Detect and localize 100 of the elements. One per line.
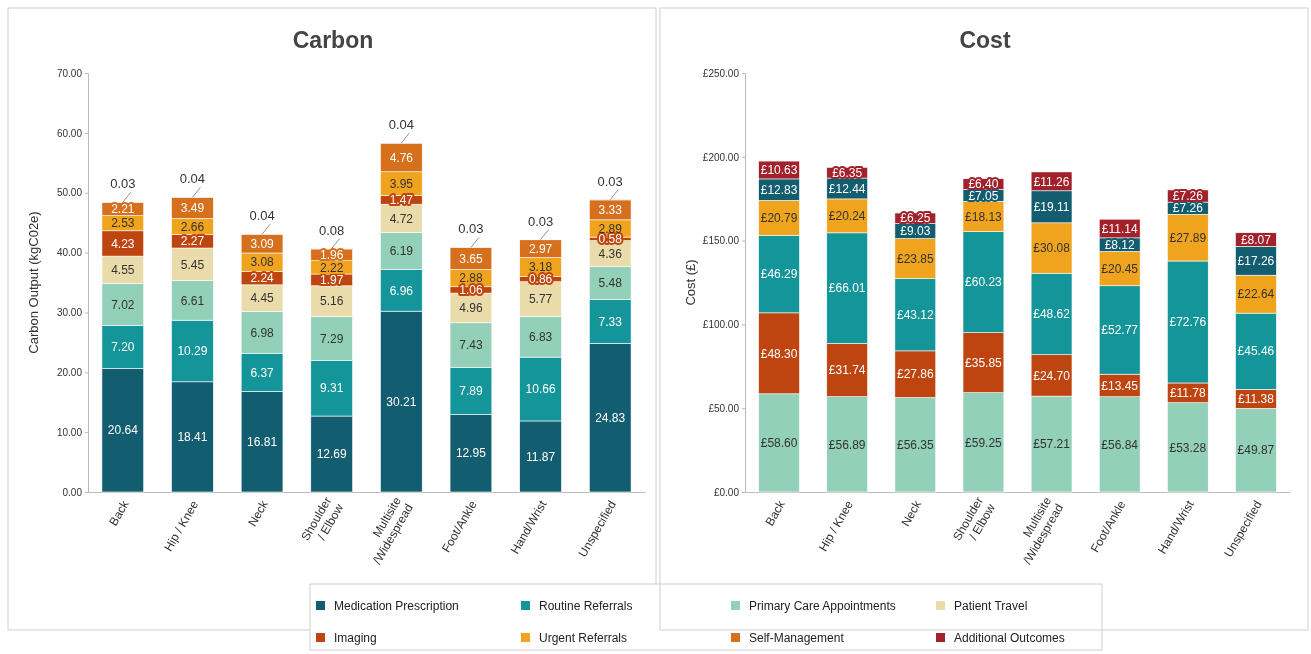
y-tick-label: 20.00 <box>56 366 83 378</box>
data-label: 7.43 <box>459 338 483 353</box>
data-label: 0.04 <box>179 171 206 187</box>
data-label: 30.21 <box>386 394 417 409</box>
data-label: £13.45 <box>1101 378 1139 393</box>
y-axis-title: Carbon Output (kgC02e) <box>26 211 41 354</box>
data-label: £56.84 <box>1101 437 1139 452</box>
data-label: 1.47 <box>389 193 414 208</box>
y-axis-title: Cost (£) <box>683 259 698 306</box>
data-label: 4.36 <box>598 246 623 261</box>
data-label: £20.24 <box>828 209 866 224</box>
data-label: £19.11 <box>1033 200 1070 214</box>
data-label: £59.25 <box>965 435 1003 450</box>
data-label: 3.09 <box>250 236 275 251</box>
y-tick-label: 40.00 <box>56 247 83 259</box>
y-tick-label: £150.00 <box>702 235 740 247</box>
data-label: 6.19 <box>389 244 414 259</box>
data-label: £7.26 <box>1172 201 1204 216</box>
data-label: 4.55 <box>111 262 135 277</box>
legend-label: Imaging <box>334 631 377 646</box>
data-label: 2.53 <box>111 216 135 231</box>
data-label: £30.08 <box>1033 241 1071 256</box>
y-tick-label: 70.00 <box>56 67 83 79</box>
data-label: £11.14 <box>1101 221 1138 236</box>
data-label: 2.66 <box>180 219 205 234</box>
legend-label: Routine Referrals <box>539 599 633 614</box>
data-label: £52.77 <box>1101 323 1139 338</box>
data-label: £6.35 <box>832 165 863 180</box>
y-tick-label: 50.00 <box>56 187 83 199</box>
data-label: £43.12 <box>896 307 934 322</box>
data-label: £24.70 <box>1033 368 1071 383</box>
legend-label: Urgent Referrals <box>539 631 628 646</box>
data-label: 6.61 <box>180 293 205 308</box>
data-label: 7.89 <box>459 384 483 399</box>
y-tick-label: 0.00 <box>62 486 83 498</box>
data-label: 20.64 <box>107 423 139 438</box>
data-label: £12.44 <box>828 181 866 196</box>
data-label: 16.81 <box>247 434 278 449</box>
data-label: £35.85 <box>965 355 1003 370</box>
legend-label: Self-Management <box>749 631 845 646</box>
data-label: £58.60 <box>760 436 798 451</box>
data-label: £56.89 <box>828 437 866 452</box>
data-label: 6.37 <box>250 365 275 380</box>
data-label: £11.78 <box>1169 386 1207 401</box>
data-label: 4.23 <box>111 236 135 251</box>
data-label: 4.96 <box>459 301 483 316</box>
data-label: 3.95 <box>389 176 414 191</box>
data-label: £20.45 <box>1101 261 1139 276</box>
data-label: £12.83 <box>760 182 798 197</box>
data-label: 7.02 <box>111 297 135 312</box>
data-label: 9.31 <box>320 381 344 396</box>
data-label: 2.22 <box>320 260 344 275</box>
y-tick-label: £200.00 <box>702 151 740 163</box>
data-label: 5.16 <box>320 294 344 309</box>
y-tick-label: £100.00 <box>702 319 740 331</box>
legend-label: Patient Travel <box>954 599 1028 614</box>
y-tick-label: £250.00 <box>702 67 740 79</box>
data-label: 18.41 <box>177 430 208 445</box>
data-label: 0.03 <box>110 176 136 192</box>
data-label: 0.08 <box>319 222 345 238</box>
data-label: £48.62 <box>1033 307 1071 322</box>
data-label: £8.07 <box>1240 232 1272 247</box>
data-label: 7.20 <box>111 340 135 355</box>
data-label: 5.77 <box>528 292 553 307</box>
data-label: 2.24 <box>250 271 275 286</box>
data-label: 3.33 <box>598 203 623 218</box>
data-label: 3.49 <box>180 201 205 216</box>
data-label: £27.86 <box>896 367 934 382</box>
data-label: 24.83 <box>595 410 626 425</box>
y-tick-label: 60.00 <box>56 127 83 139</box>
data-label: £46.29 <box>760 267 798 282</box>
data-label: £31.74 <box>828 363 866 378</box>
data-label: £27.89 <box>1169 230 1207 245</box>
data-label: 12.95 <box>455 446 487 461</box>
data-label: 5.48 <box>598 276 623 291</box>
data-label: £49.87 <box>1237 443 1275 458</box>
data-label: £45.46 <box>1237 344 1275 359</box>
data-label: 6.96 <box>389 283 414 298</box>
data-label: £11.38 <box>1238 392 1275 407</box>
y-tick-label: 30.00 <box>56 307 83 319</box>
data-label: 4.72 <box>389 211 414 226</box>
data-label: 3.65 <box>459 251 483 266</box>
data-label: £18.13 <box>965 209 1003 224</box>
data-label: 2.97 <box>528 241 553 256</box>
legend-label: Primary Care Appointments <box>749 599 896 614</box>
legend-label: Medication Prescription <box>334 599 459 614</box>
data-label: £6.25 <box>900 211 931 226</box>
data-label: £60.23 <box>965 275 1003 290</box>
data-label: 0.04 <box>249 208 275 224</box>
data-label: £9.03 <box>900 224 931 239</box>
data-label: 7.33 <box>598 314 623 329</box>
data-label: £53.28 <box>1169 440 1207 455</box>
data-label: 10.29 <box>177 344 208 359</box>
data-label: £7.26 <box>1172 189 1204 204</box>
data-label: £20.79 <box>760 211 798 226</box>
data-label: £56.35 <box>896 437 934 452</box>
data-label: £11.26 <box>1033 174 1070 189</box>
data-label: 6.98 <box>250 325 275 340</box>
chart-title: Carbon <box>292 27 374 53</box>
data-label: £10.63 <box>760 163 798 178</box>
